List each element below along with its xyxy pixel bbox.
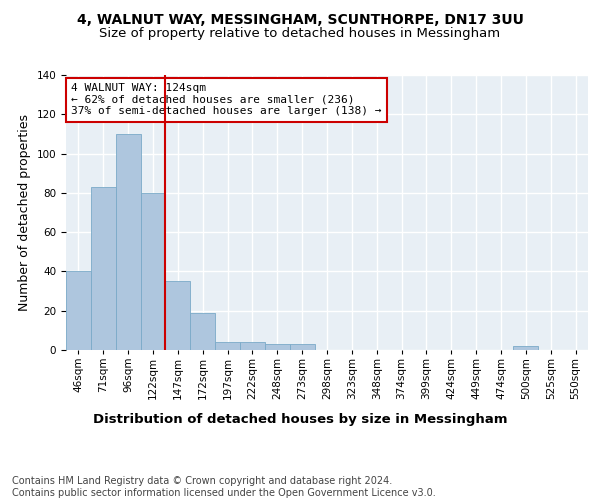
- Bar: [140, 193, 166, 350]
- Bar: [514, 346, 538, 350]
- Text: Contains HM Land Registry data © Crown copyright and database right 2024.
Contai: Contains HM Land Registry data © Crown c…: [12, 476, 436, 498]
- Bar: [166, 281, 190, 350]
- Bar: [215, 342, 240, 350]
- Text: 4 WALNUT WAY: 124sqm
← 62% of detached houses are smaller (236)
37% of semi-deta: 4 WALNUT WAY: 124sqm ← 62% of detached h…: [71, 83, 382, 116]
- Bar: [116, 134, 140, 350]
- Text: 4, WALNUT WAY, MESSINGHAM, SCUNTHORPE, DN17 3UU: 4, WALNUT WAY, MESSINGHAM, SCUNTHORPE, D…: [77, 12, 523, 26]
- Text: Distribution of detached houses by size in Messingham: Distribution of detached houses by size …: [93, 412, 507, 426]
- Bar: [91, 187, 116, 350]
- Bar: [290, 344, 314, 350]
- Bar: [66, 272, 91, 350]
- Text: Size of property relative to detached houses in Messingham: Size of property relative to detached ho…: [100, 28, 500, 40]
- Y-axis label: Number of detached properties: Number of detached properties: [18, 114, 31, 311]
- Bar: [190, 312, 215, 350]
- Bar: [240, 342, 265, 350]
- Bar: [265, 344, 290, 350]
